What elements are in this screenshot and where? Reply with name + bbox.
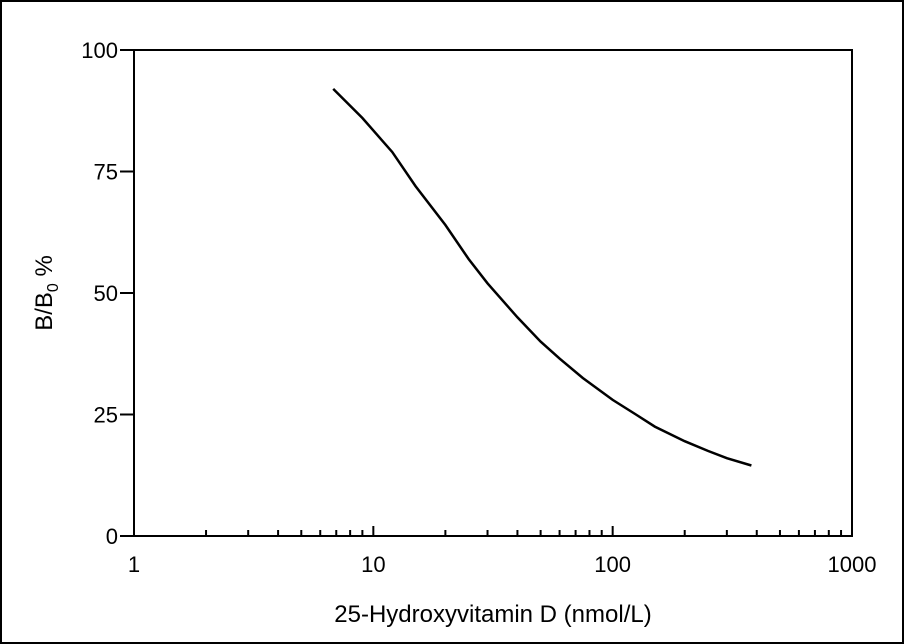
y-axis-tick-labels: 0 25 50 75 100 [81, 38, 118, 549]
x-axis-tick-labels: 1 10 100 1000 [128, 552, 877, 577]
y-tick-label: 0 [106, 524, 118, 549]
y-axis-title-suffix: % [31, 255, 58, 283]
series-line [332, 88, 752, 467]
y-axis-title: B/B0 % [31, 255, 62, 331]
x-tick-label: 1000 [828, 552, 877, 577]
x-tick-label: 1 [128, 552, 140, 577]
y-axis-title-subscript: 0 [45, 283, 62, 292]
y-axis-title-main: B/B [31, 292, 58, 331]
x-tick-label: 10 [361, 552, 385, 577]
y-tick-label: 75 [94, 160, 118, 185]
y-tick-label: 50 [94, 281, 118, 306]
y-tick-label: 100 [81, 38, 118, 63]
y-tick-label: 25 [94, 403, 118, 428]
y-axis-ticks [120, 49, 134, 537]
x-tick-label: 100 [594, 552, 631, 577]
x-axis-title: 25-Hydroxyvitamin D (nmol/L) [334, 601, 651, 628]
x-axis-ticks [133, 526, 853, 536]
